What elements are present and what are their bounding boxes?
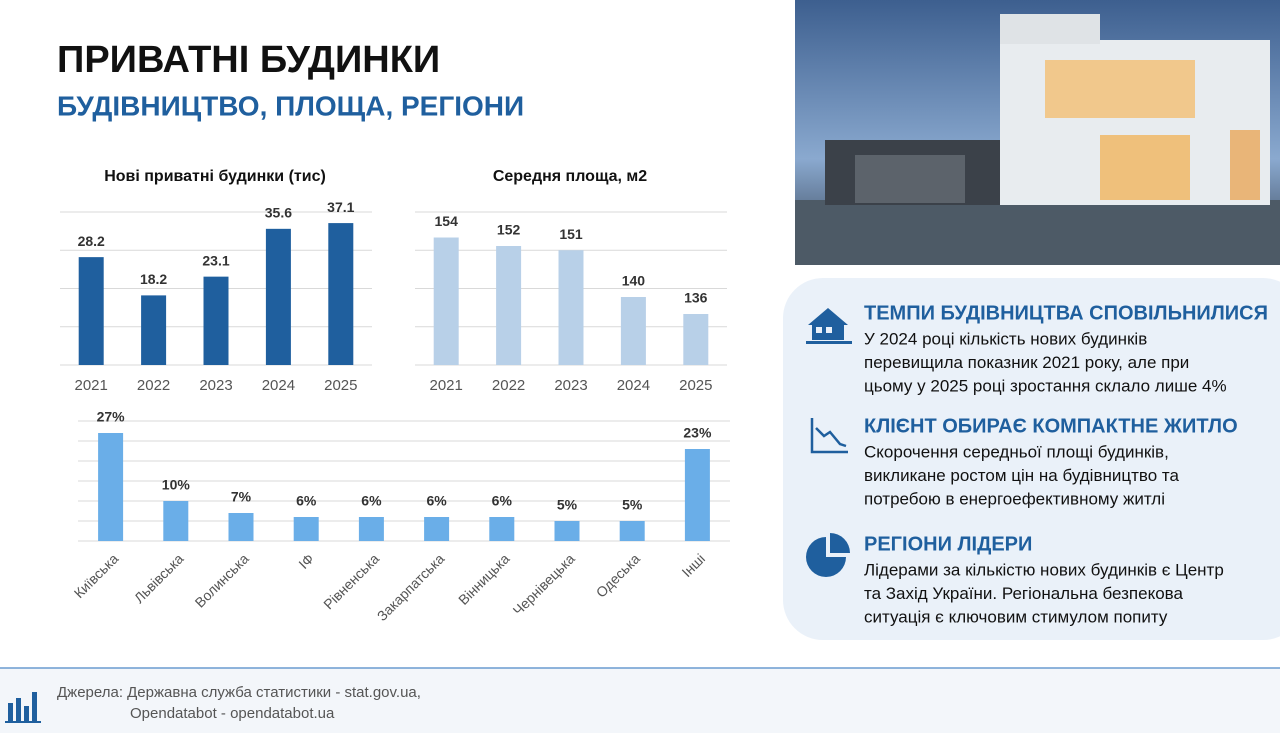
x-tick-label: 2025	[679, 377, 712, 394]
x-tick-label: 2025	[324, 377, 357, 394]
bar	[141, 295, 167, 365]
panel-text: ситуація є ключовим стимулом попиту	[864, 607, 1168, 626]
panel-text: У 2024 році кількість нових будинків	[864, 329, 1147, 348]
footer-text: Джерела: Державна служба статистики - st…	[57, 684, 421, 701]
bar	[265, 228, 291, 365]
bar	[558, 250, 584, 365]
data-label: 28.2	[78, 233, 105, 249]
data-label: 5%	[557, 497, 578, 513]
subtitle: БУДІВНИЦТВО, ПЛОЩА, РЕГІОНИ	[57, 90, 524, 121]
panel-heading: РЕГІОНИ ЛІДЕРИ	[864, 533, 1032, 555]
panel-heading: КЛІЄНТ ОБИРАЄ КОМПАКТНЕ ЖИТЛО	[864, 415, 1238, 437]
data-label: 6%	[426, 493, 447, 509]
icon-pie	[806, 533, 850, 577]
bar	[203, 276, 229, 365]
bar	[684, 449, 710, 541]
x-tick-label: 2024	[262, 377, 295, 394]
x-tick-label: 2023	[554, 377, 587, 394]
x-tick-label: 2021	[430, 377, 463, 394]
bar	[293, 517, 319, 541]
bar	[489, 517, 515, 541]
info-panel	[783, 278, 1280, 640]
panel-text: Скорочення середньої площі будинків,	[864, 442, 1169, 461]
panel-text: викликане ростом цін на будівництво та	[864, 466, 1180, 485]
x-tick-label: 2023	[199, 377, 232, 394]
panel-text: та Захід України. Регіональна безпекова	[864, 584, 1184, 603]
footer-text: Opendatabot - opendatabot.ua	[130, 705, 335, 722]
data-label: 27%	[97, 409, 126, 425]
bar	[228, 513, 254, 541]
bar	[619, 521, 645, 541]
bar	[98, 433, 124, 541]
x-tick-label: 2022	[137, 377, 170, 394]
data-label: 23.1	[202, 252, 229, 268]
footer	[0, 668, 1280, 733]
data-label: 136	[684, 290, 708, 306]
title: ПРИВАТНІ БУДИНКИ	[57, 39, 440, 81]
data-label: 18.2	[140, 271, 167, 287]
chart-title: Нові приватні будинки (тис)	[104, 168, 326, 185]
icon-decline	[810, 418, 848, 454]
data-label: 6%	[296, 493, 317, 509]
bar	[496, 246, 522, 365]
bar	[78, 257, 104, 365]
data-label: 35.6	[265, 205, 292, 221]
data-label: 6%	[361, 493, 382, 509]
x-tick-label: 2024	[617, 377, 650, 394]
x-tick-label: 2022	[492, 377, 525, 394]
data-label: 140	[622, 273, 646, 289]
data-label: 152	[497, 222, 521, 238]
bar	[620, 297, 646, 365]
panel-text: цьому у 2025 році зростання склало лише …	[864, 376, 1227, 395]
panel-text: Лідерами за кількістю нових будинків є Ц…	[864, 560, 1224, 579]
chart-title: Середня площа, м2	[493, 168, 647, 185]
bar	[683, 314, 709, 365]
bar	[358, 517, 384, 541]
data-label: 151	[559, 226, 583, 242]
data-label: 6%	[492, 493, 513, 509]
data-label: 37.1	[327, 199, 354, 215]
bar	[424, 517, 450, 541]
house-photo	[795, 0, 1280, 265]
panel-text: перевищила показник 2021 року, але при	[864, 353, 1189, 372]
data-label: 23%	[683, 425, 712, 441]
bar	[328, 223, 354, 365]
data-label: 10%	[162, 477, 191, 493]
panel-heading: ТЕМПИ БУДІВНИЦТВА СПОВІЛЬНИЛИСЯ	[864, 302, 1268, 324]
data-label: 5%	[622, 497, 643, 513]
footer-logo	[5, 692, 41, 723]
data-label: 7%	[231, 489, 252, 505]
icon-house	[806, 308, 852, 344]
x-tick-label: 2021	[75, 377, 108, 394]
data-label: 154	[435, 213, 459, 229]
bar	[554, 521, 580, 541]
bar	[163, 501, 189, 541]
panel-text: потребою в енергоефективному житлі	[864, 489, 1165, 508]
bar	[433, 237, 459, 365]
